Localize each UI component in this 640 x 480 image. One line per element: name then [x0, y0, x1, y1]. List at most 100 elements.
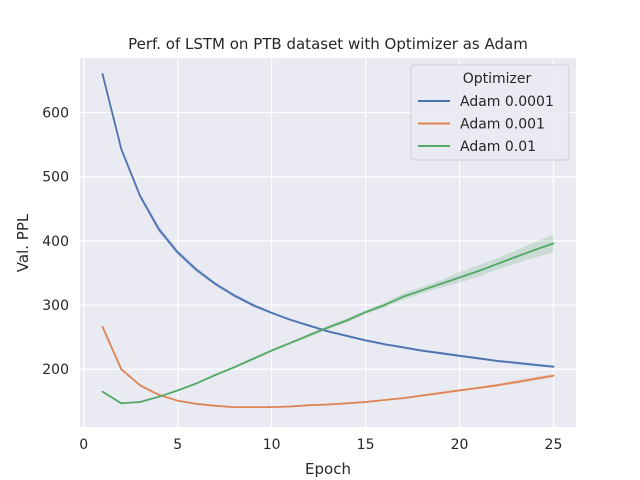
data-point	[439, 282, 442, 285]
data-point	[439, 392, 442, 394]
data-point	[120, 368, 123, 371]
legend-label-3: Adam 0.01	[460, 139, 536, 155]
y-tick-label: 300	[42, 298, 69, 314]
data-point	[496, 384, 498, 387]
data-point	[139, 401, 142, 403]
x-tick-label: 20	[451, 437, 469, 453]
legend-items: Adam 0.0001 Adam 0.001 Adam 0.01	[418, 94, 554, 155]
data-point	[308, 404, 311, 407]
data-point	[514, 256, 517, 258]
data-point	[477, 386, 480, 389]
data-point	[289, 342, 292, 344]
data-point	[477, 270, 480, 272]
legend: Optimizer Adam 0.0001 Adam 0.001 Adam 0.01	[410, 64, 570, 161]
data-point	[345, 334, 348, 337]
data-point	[327, 326, 329, 329]
y-tick-label: 600	[42, 106, 69, 122]
data-point	[364, 401, 367, 403]
data-point	[120, 402, 123, 405]
data-point	[251, 406, 254, 409]
data-point	[233, 406, 235, 409]
y-tick-labels: 200 300 400 500 600	[42, 106, 69, 379]
data-point	[308, 324, 311, 327]
data-point	[496, 263, 498, 265]
data-point	[120, 148, 123, 151]
data-point	[514, 381, 517, 383]
legend-title: Optimizer	[463, 71, 532, 87]
x-tick-label: 25	[545, 437, 563, 453]
y-tick-label: 500	[42, 170, 69, 186]
data-point	[270, 349, 273, 352]
data-point	[402, 295, 405, 298]
data-point	[289, 318, 292, 321]
y-axis-label: Val. PPL	[14, 213, 32, 272]
data-point	[158, 228, 160, 231]
data-point	[345, 402, 348, 405]
data-point	[251, 304, 254, 306]
data-point	[289, 405, 292, 408]
data-point	[552, 374, 555, 377]
data-point	[421, 349, 423, 352]
x-tick-label: 5	[173, 437, 182, 453]
data-point	[402, 397, 405, 400]
data-point	[233, 294, 235, 297]
data-point	[270, 406, 273, 409]
data-point	[477, 357, 480, 360]
data-point	[176, 399, 179, 402]
data-point	[327, 403, 329, 406]
data-point	[458, 276, 461, 279]
data-point	[308, 334, 311, 337]
data-point	[421, 394, 423, 397]
data-point	[514, 361, 517, 364]
data-point	[176, 251, 179, 254]
data-point	[214, 282, 217, 285]
data-point	[158, 395, 160, 398]
data-point	[251, 358, 254, 360]
data-point	[496, 360, 498, 362]
data-point	[364, 311, 367, 314]
data-point	[552, 242, 555, 245]
x-tick-labels: 0 5 10 15 20 25	[79, 437, 562, 453]
data-point	[458, 389, 461, 392]
y-tick-label: 400	[42, 234, 69, 250]
data-point	[195, 268, 198, 271]
data-point	[139, 195, 142, 197]
chart-title: Perf. of LSTM on PTB dataset with Optimi…	[128, 35, 528, 53]
series-lines	[101, 73, 555, 409]
y-tick-label: 200	[42, 362, 69, 378]
data-point	[533, 363, 536, 366]
x-tick-label: 0	[79, 437, 88, 453]
legend-label-1: Adam 0.0001	[460, 94, 554, 110]
data-point	[439, 352, 442, 355]
data-point	[139, 384, 142, 387]
data-point	[421, 289, 423, 292]
data-point	[552, 365, 555, 368]
x-tick-label: 15	[357, 437, 375, 453]
data-point	[458, 354, 461, 357]
data-point	[327, 330, 329, 333]
data-point	[383, 343, 386, 346]
data-point	[345, 319, 348, 322]
data-point	[383, 399, 386, 401]
x-axis-label: Epoch	[305, 460, 351, 478]
data-point	[533, 377, 536, 380]
data-point	[176, 389, 179, 392]
x-tick-label: 10	[263, 437, 281, 453]
data-point	[402, 346, 405, 349]
legend-box	[410, 64, 570, 161]
data-point	[158, 394, 160, 396]
legend-label-2: Adam 0.001	[460, 117, 545, 133]
data-point	[214, 374, 217, 376]
data-point	[101, 73, 104, 75]
data-point	[533, 248, 536, 251]
data-point	[195, 402, 198, 405]
data-point	[101, 390, 104, 393]
data-point	[233, 366, 235, 369]
data-point	[101, 325, 104, 328]
data-point	[364, 339, 367, 342]
data-point	[214, 404, 217, 407]
data-point	[270, 311, 273, 314]
data-point	[195, 382, 198, 385]
data-point	[383, 304, 386, 306]
